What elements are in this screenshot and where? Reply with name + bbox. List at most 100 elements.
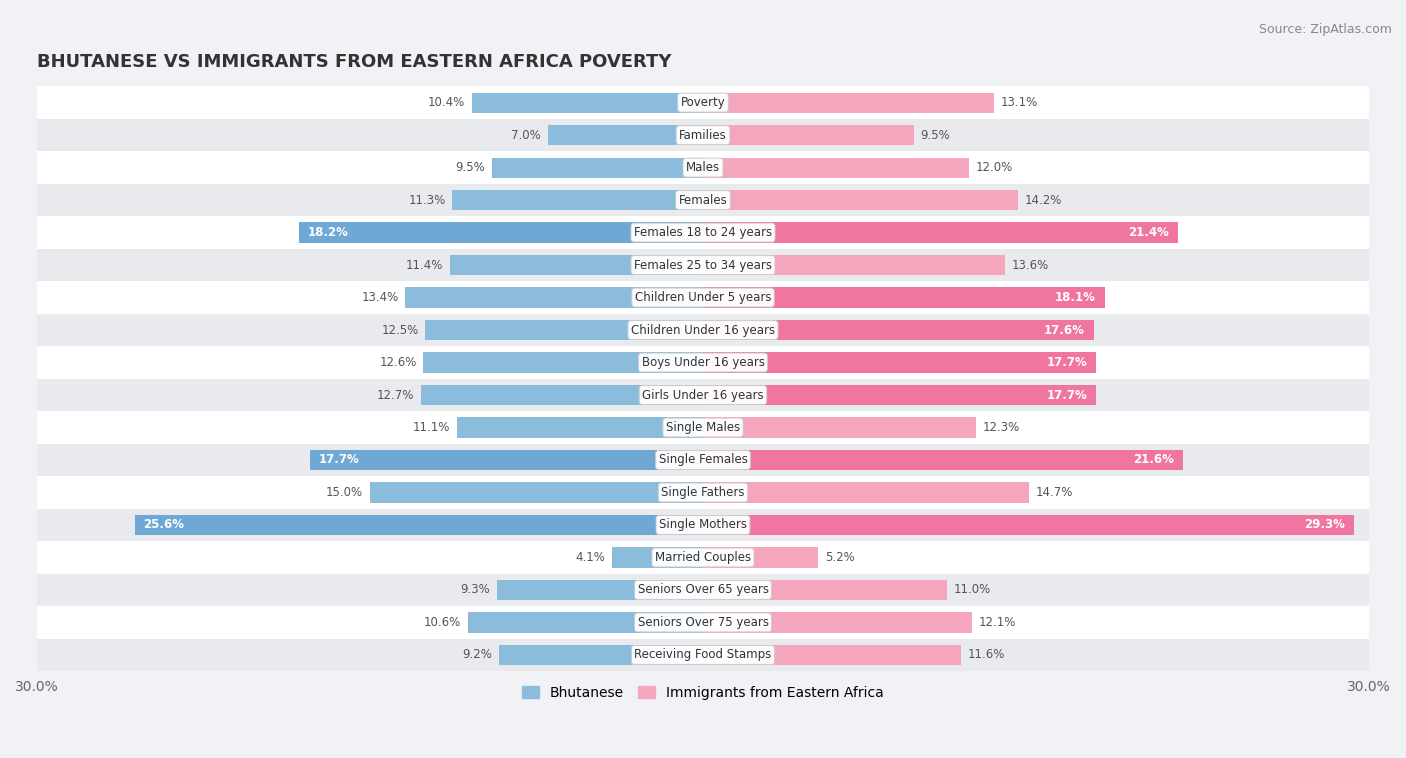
Bar: [703, 352, 1097, 373]
Bar: [703, 158, 970, 177]
Text: Single Mothers: Single Mothers: [659, 518, 747, 531]
Bar: [703, 450, 1182, 470]
Text: 12.1%: 12.1%: [979, 616, 1015, 629]
Bar: [420, 385, 703, 405]
Text: Source: ZipAtlas.com: Source: ZipAtlas.com: [1258, 23, 1392, 36]
Bar: [453, 190, 703, 210]
Bar: [37, 476, 1369, 509]
Bar: [37, 216, 1369, 249]
Bar: [547, 125, 703, 145]
Bar: [37, 152, 1369, 184]
Text: 9.5%: 9.5%: [456, 161, 485, 174]
Bar: [468, 612, 703, 632]
Bar: [37, 443, 1369, 476]
Bar: [370, 482, 703, 503]
Text: Girls Under 16 years: Girls Under 16 years: [643, 389, 763, 402]
Text: 11.4%: 11.4%: [406, 258, 443, 271]
Text: 13.6%: 13.6%: [1012, 258, 1049, 271]
Bar: [299, 223, 703, 243]
Text: 21.6%: 21.6%: [1133, 453, 1174, 466]
Bar: [703, 482, 1029, 503]
Bar: [703, 580, 948, 600]
Bar: [309, 450, 703, 470]
Text: 21.4%: 21.4%: [1129, 226, 1170, 239]
Bar: [703, 223, 1178, 243]
Text: 12.5%: 12.5%: [381, 324, 419, 337]
Text: Boys Under 16 years: Boys Under 16 years: [641, 356, 765, 369]
Bar: [37, 379, 1369, 412]
Bar: [37, 346, 1369, 379]
Bar: [703, 645, 960, 665]
Text: Females 25 to 34 years: Females 25 to 34 years: [634, 258, 772, 271]
Text: 7.0%: 7.0%: [512, 129, 541, 142]
Text: Children Under 16 years: Children Under 16 years: [631, 324, 775, 337]
Text: 17.6%: 17.6%: [1045, 324, 1085, 337]
Text: Seniors Over 75 years: Seniors Over 75 years: [637, 616, 769, 629]
Bar: [37, 509, 1369, 541]
Text: Females 18 to 24 years: Females 18 to 24 years: [634, 226, 772, 239]
Text: 9.5%: 9.5%: [921, 129, 950, 142]
Text: Single Males: Single Males: [666, 421, 740, 434]
Bar: [37, 86, 1369, 119]
Bar: [472, 92, 703, 113]
Bar: [499, 645, 703, 665]
Text: 9.3%: 9.3%: [460, 584, 489, 597]
Bar: [135, 515, 703, 535]
Text: 12.0%: 12.0%: [976, 161, 1014, 174]
Bar: [703, 92, 994, 113]
Bar: [457, 418, 703, 437]
Text: Single Females: Single Females: [658, 453, 748, 466]
Bar: [703, 612, 972, 632]
Text: 14.7%: 14.7%: [1036, 486, 1073, 499]
Text: 11.6%: 11.6%: [967, 648, 1005, 662]
Bar: [426, 320, 703, 340]
Bar: [405, 287, 703, 308]
Text: 13.1%: 13.1%: [1001, 96, 1038, 109]
Text: 17.7%: 17.7%: [1046, 389, 1087, 402]
Bar: [703, 287, 1105, 308]
Bar: [492, 158, 703, 177]
Text: 18.2%: 18.2%: [308, 226, 349, 239]
Bar: [703, 125, 914, 145]
Bar: [612, 547, 703, 568]
Bar: [37, 639, 1369, 671]
Bar: [703, 515, 1354, 535]
Text: Single Fathers: Single Fathers: [661, 486, 745, 499]
Text: Males: Males: [686, 161, 720, 174]
Text: 9.2%: 9.2%: [463, 648, 492, 662]
Text: 14.2%: 14.2%: [1025, 193, 1063, 207]
Bar: [37, 249, 1369, 281]
Text: Seniors Over 65 years: Seniors Over 65 years: [637, 584, 769, 597]
Text: 12.6%: 12.6%: [380, 356, 416, 369]
Text: 15.0%: 15.0%: [326, 486, 363, 499]
Text: 4.1%: 4.1%: [575, 551, 606, 564]
Text: Families: Families: [679, 129, 727, 142]
Text: Females: Females: [679, 193, 727, 207]
Text: 25.6%: 25.6%: [143, 518, 184, 531]
Text: 12.3%: 12.3%: [983, 421, 1019, 434]
Legend: Bhutanese, Immigrants from Eastern Africa: Bhutanese, Immigrants from Eastern Afric…: [517, 680, 889, 705]
Text: Married Couples: Married Couples: [655, 551, 751, 564]
Text: 13.4%: 13.4%: [361, 291, 399, 304]
Text: Children Under 5 years: Children Under 5 years: [634, 291, 772, 304]
Bar: [37, 541, 1369, 574]
Text: 5.2%: 5.2%: [825, 551, 855, 564]
Text: BHUTANESE VS IMMIGRANTS FROM EASTERN AFRICA POVERTY: BHUTANESE VS IMMIGRANTS FROM EASTERN AFR…: [37, 53, 672, 71]
Text: Poverty: Poverty: [681, 96, 725, 109]
Text: Receiving Food Stamps: Receiving Food Stamps: [634, 648, 772, 662]
Bar: [703, 547, 818, 568]
Text: 12.7%: 12.7%: [377, 389, 415, 402]
Text: 11.3%: 11.3%: [408, 193, 446, 207]
Text: 10.4%: 10.4%: [429, 96, 465, 109]
Text: 29.3%: 29.3%: [1303, 518, 1344, 531]
Bar: [37, 412, 1369, 443]
Bar: [37, 119, 1369, 152]
Bar: [703, 190, 1018, 210]
Bar: [423, 352, 703, 373]
Bar: [496, 580, 703, 600]
Bar: [37, 184, 1369, 216]
Bar: [37, 281, 1369, 314]
Bar: [703, 320, 1094, 340]
Text: 17.7%: 17.7%: [1046, 356, 1087, 369]
Bar: [37, 574, 1369, 606]
